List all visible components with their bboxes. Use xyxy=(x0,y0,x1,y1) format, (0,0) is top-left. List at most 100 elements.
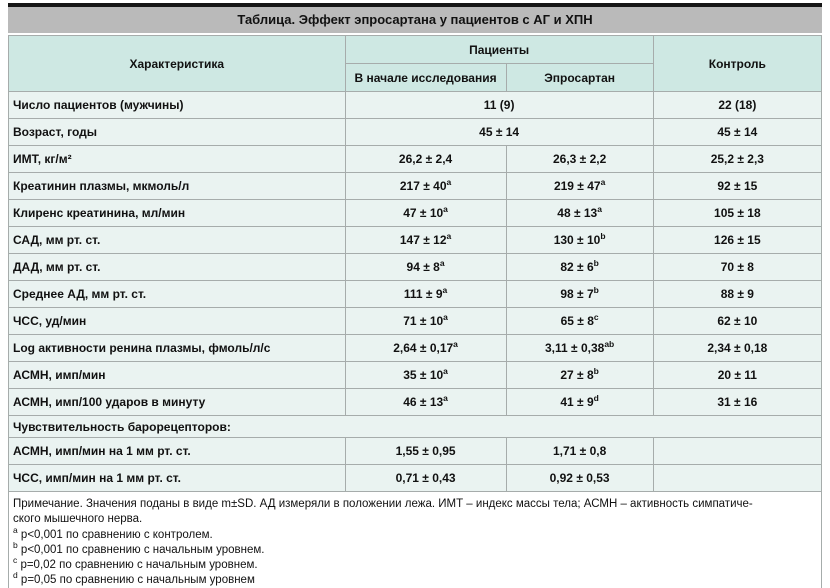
row-label: Log активности ренина плазмы, фмоль/л/с xyxy=(8,334,346,362)
significance-superscript: b xyxy=(593,258,599,268)
table-title: Таблица. Эффект эпросартана у пациентов … xyxy=(8,7,822,35)
value-cell: 11 (9) xyxy=(344,91,654,119)
table-row: АСМН, имп/100 ударов в минуту 46 ± 13a 41 … xyxy=(8,388,823,416)
table-row: САД, мм рт. ст. 147 ± 12a 130 ± 10b 126 ± 1… xyxy=(8,226,823,254)
table-row: Креатинин плазмы, мкмоль/л 217 ± 40a 219 ±… xyxy=(8,172,823,200)
value-cell: 1,55 ± 0,95 xyxy=(344,437,507,465)
significance-superscript: ab xyxy=(604,339,615,349)
value-cell: 219 ± 47a xyxy=(505,172,654,200)
value-cell: 130 ± 10b xyxy=(505,226,654,254)
significance-superscript: d xyxy=(593,393,599,403)
header-baseline: В начале исследования xyxy=(344,63,507,92)
value-cell: 3,11 ± 0,38ab xyxy=(505,334,654,362)
row-label: АСМН, имп/мин на 1 мм рт. ст. xyxy=(8,437,346,465)
footnote-note-line: ского мышечного нерва. xyxy=(13,513,143,526)
row-label: ДАД, мм рт. ст. xyxy=(8,253,346,281)
footnote-note-line: Примечание. Значения поданы в виде m±SD.… xyxy=(13,498,753,510)
table-block: Таблица. Эффект эпросартана у пациентов … xyxy=(8,3,823,588)
value-cell: 31 ± 16 xyxy=(652,388,823,416)
header-patients-group: Пациенты xyxy=(344,35,654,64)
footnote-significance-line: b p<0,001 по сравнению с начальным уровн… xyxy=(13,540,265,556)
header-row-2: В начале исследования Эпросартан xyxy=(9,63,822,92)
table-row: Среднее АД, мм рт. ст. 111 ± 9a 98 ± 7b 88 … xyxy=(8,280,823,308)
table-header: Характеристика Пациенты Контроль В начал… xyxy=(8,35,823,92)
row-label: АСМН, имп/100 ударов в минуту xyxy=(8,388,346,416)
value-cell: 27 ± 8b xyxy=(505,361,654,389)
value-cell: 94 ± 8a xyxy=(344,253,507,281)
footnote-significance-line: d p=0,05 по сравнению с начальным уровне… xyxy=(13,570,255,587)
header-control: Контроль xyxy=(652,35,823,92)
significance-superscript: a xyxy=(443,312,448,322)
significance-superscript: a xyxy=(443,393,448,403)
value-cell: 126 ± 15 xyxy=(652,226,823,254)
table-row: АСМН, имп/мин на 1 мм рт. ст. 1,55 ± 0,95… xyxy=(8,437,823,465)
section-row: Чувствительность барорецепторов: xyxy=(8,415,822,438)
value-cell: 35 ± 10a xyxy=(344,361,507,389)
value-cell: 25,2 ± 2,3 xyxy=(652,145,823,173)
value-cell: 111 ± 9a xyxy=(344,280,507,308)
row-label: Среднее АД, мм рт. ст. xyxy=(8,280,346,308)
value-cell: 1,71 ± 0,8 xyxy=(505,437,654,465)
significance-superscript: a xyxy=(443,204,448,214)
table-row: ЧСС, имп/мин на 1 мм рт. ст. 0,71 ± 0,43 0… xyxy=(8,464,823,492)
significance-superscript: a xyxy=(443,366,448,376)
value-cell xyxy=(652,437,823,465)
footnote-superscript: a xyxy=(13,524,18,535)
value-cell: 88 ± 9 xyxy=(652,280,823,308)
footnote-superscript: d xyxy=(13,570,18,581)
footnote: Примечание. Значения поданы в виде m±SD.… xyxy=(8,492,822,588)
significance-superscript: a xyxy=(442,285,448,295)
footnote-significance-line: c p=0,02 по сравнению с начальным уровне… xyxy=(13,555,258,572)
significance-superscript: a xyxy=(446,177,452,187)
table-row: Клиренс креатинина, мл/мин 47 ± 10a 48 ± 1… xyxy=(8,199,823,227)
row-label: Число пациентов (мужчины) xyxy=(8,91,346,119)
value-cell: 20 ± 11 xyxy=(652,361,823,389)
value-cell: 217 ± 40a xyxy=(344,172,507,200)
row-label: ЧСС, имп/мин на 1 мм рт. ст. xyxy=(8,464,346,492)
significance-superscript: a xyxy=(597,204,602,214)
value-cell: 70 ± 8 xyxy=(652,253,823,281)
row-label: Клиренс креатинина, мл/мин xyxy=(8,199,346,227)
significance-superscript: a xyxy=(453,339,458,349)
significance-superscript: b xyxy=(593,285,599,295)
value-cell: 22 (18) xyxy=(652,91,823,119)
section-label: Чувствительность барорецепторов: xyxy=(8,415,822,438)
row-label: Креатинин плазмы, мкмоль/л xyxy=(8,172,346,200)
significance-superscript: b xyxy=(593,366,599,376)
significance-superscript: a xyxy=(446,231,452,241)
value-cell: 47 ± 10a xyxy=(344,199,507,227)
value-cell: 71 ± 10a xyxy=(344,307,507,335)
value-cell: 45 ± 14 xyxy=(652,118,823,146)
value-cell: 147 ± 12a xyxy=(344,226,507,254)
footnote-superscript: b xyxy=(13,540,18,551)
value-cell: 92 ± 15 xyxy=(652,172,823,200)
value-cell: 0,92 ± 0,53 xyxy=(505,464,654,492)
table-row: ДАД, мм рт. ст. 94 ± 8a 82 ± 6b 70 ± 8 xyxy=(8,253,823,281)
value-cell: 105 ± 18 xyxy=(652,199,823,227)
header-eprosartan: Эпросартан xyxy=(505,63,654,92)
table-row: ЧСС, уд/мин 71 ± 10a 65 ± 8c 62 ± 10 xyxy=(8,307,823,335)
value-cell: 48 ± 13a xyxy=(505,199,654,227)
value-cell: 46 ± 13a xyxy=(344,388,507,416)
row-label: АСМН, имп/мин xyxy=(8,361,346,389)
header-characteristic: Характеристика xyxy=(8,35,346,92)
value-cell: 26,2 ± 2,4 xyxy=(344,145,507,173)
significance-superscript: b xyxy=(600,231,606,241)
significance-superscript: c xyxy=(593,312,599,322)
header-row-1: Характеристика Пациенты Контроль xyxy=(8,35,823,92)
row-label: ЧСС, уд/мин xyxy=(8,307,346,335)
table-row: АСМН, имп/мин 35 ± 10a 27 ± 8b 20 ± 11 xyxy=(8,361,823,389)
table-row: Log активности ренина плазмы, фмоль/л/с 2… xyxy=(8,334,823,362)
footnote-superscript: c xyxy=(13,555,18,566)
value-cell: 65 ± 8c xyxy=(505,307,654,335)
value-cell: 82 ± 6b xyxy=(505,253,654,281)
value-cell: 2,34 ± 0,18 xyxy=(652,334,823,362)
value-cell: 0,71 ± 0,43 xyxy=(344,464,507,492)
table-row: Число пациентов (мужчины) 11 (9) 22 (18) xyxy=(8,91,823,119)
value-cell: 45 ± 14 xyxy=(344,118,654,146)
table-body: Число пациентов (мужчины) 11 (9) 22 (18) Во… xyxy=(8,91,823,492)
row-label: САД, мм рт. ст. xyxy=(8,226,346,254)
value-cell: 98 ± 7b xyxy=(505,280,654,308)
data-table: Характеристика Пациенты Контроль В начал… xyxy=(8,35,823,492)
